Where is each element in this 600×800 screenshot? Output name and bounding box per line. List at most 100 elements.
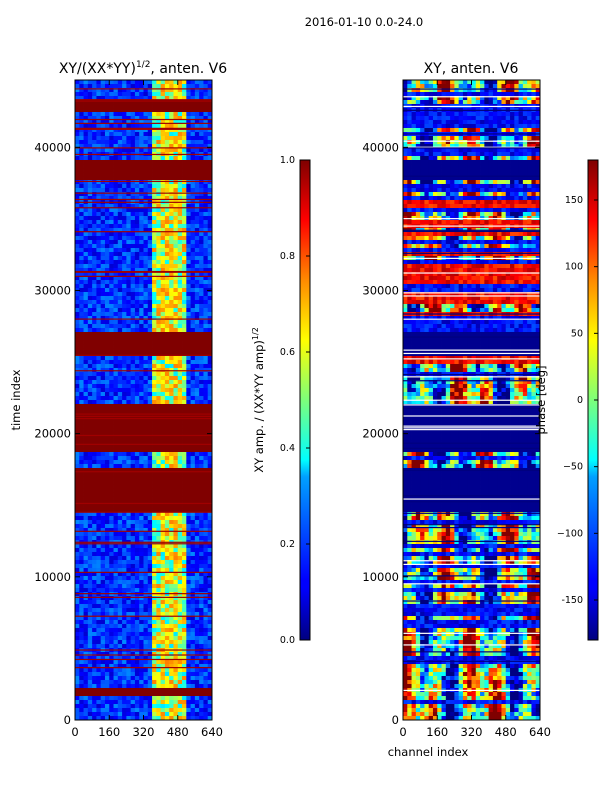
heatmap-cell	[96, 272, 102, 277]
heatmap-cell	[83, 108, 89, 113]
heatmap-cell	[92, 464, 97, 469]
heatmap-cell	[156, 404, 162, 409]
heatmap-cell	[173, 404, 179, 409]
heatmap-cell	[186, 80, 191, 85]
heatmap-cell	[92, 576, 97, 581]
heatmap-cell	[169, 656, 174, 661]
heatmap-cell	[156, 488, 162, 493]
heatmap-cell	[173, 644, 179, 649]
heatmap-cell	[87, 332, 93, 337]
heatmap-cell	[92, 476, 97, 481]
heatmap-cell	[186, 224, 191, 229]
heatmap-cell	[134, 92, 140, 97]
heatmap-cell	[190, 420, 196, 425]
heatmap-cell	[152, 228, 157, 233]
heatmap-cell	[126, 372, 132, 377]
heatmap-cell	[134, 196, 140, 201]
heatmap-cell	[126, 456, 132, 461]
heatmap-cell	[173, 624, 179, 629]
heatmap-cell	[75, 168, 80, 173]
heatmap-cell	[152, 160, 157, 165]
heatmap-cell	[109, 348, 114, 353]
heatmap-cell	[122, 388, 127, 393]
heatmap-cell	[147, 88, 153, 93]
heatmap-cell	[156, 332, 162, 337]
heatmap-cell	[79, 456, 84, 461]
heatmap-cell	[117, 116, 123, 121]
heatmap-cell	[100, 212, 106, 217]
heatmap-cell	[160, 324, 166, 329]
heatmap-cell	[182, 120, 187, 125]
heatmap-cell	[194, 216, 200, 221]
heatmap-cell	[126, 248, 132, 253]
heatmap-cell	[152, 392, 157, 397]
heatmap-cell	[126, 536, 132, 541]
heatmap-cell	[117, 100, 123, 105]
heatmap-cell	[173, 232, 179, 237]
heatmap-cell	[96, 344, 102, 349]
heatmap-cell	[177, 692, 183, 697]
heatmap-cell	[194, 636, 200, 641]
heatmap-cell	[143, 676, 149, 681]
heatmap-cell	[194, 536, 200, 541]
heatmap-cell	[152, 512, 157, 517]
heatmap-cell	[117, 120, 123, 125]
heatmap-cell	[104, 104, 110, 109]
heatmap-cell	[160, 224, 166, 229]
heatmap-cell	[169, 188, 174, 193]
heatmap-cell	[182, 544, 187, 549]
heatmap-cell	[169, 528, 174, 533]
heatmap-cell	[139, 480, 144, 485]
heatmap-cell	[113, 288, 119, 293]
heatmap-cell	[83, 492, 89, 497]
heatmap-cell	[109, 404, 114, 409]
heatmap-cell	[130, 252, 136, 257]
heatmap-cell	[79, 672, 84, 677]
heatmap-cell	[177, 580, 183, 585]
heatmap-cell	[152, 400, 157, 405]
heatmap-cell	[122, 604, 127, 609]
heatmap-cell	[104, 224, 110, 229]
heatmap-cell	[147, 300, 153, 305]
heatmap-cell	[194, 384, 200, 389]
heatmap-cell	[186, 428, 191, 433]
heatmap-cell	[182, 456, 187, 461]
heatmap-cell	[96, 188, 102, 193]
heatmap-cell	[194, 616, 200, 621]
heatmap-cell	[169, 140, 174, 145]
heatmap-cell	[147, 184, 153, 189]
heatmap-cell	[126, 436, 132, 441]
heatmap-cell	[130, 356, 136, 361]
heatmap-cell	[186, 324, 191, 329]
heatmap-cell	[164, 700, 170, 705]
heatmap-cell	[126, 264, 132, 269]
heatmap-cell	[139, 80, 144, 85]
heatmap-cell	[109, 112, 114, 117]
heatmap-cell	[87, 672, 93, 677]
heatmap-cell	[160, 328, 166, 333]
heatmap-cell	[139, 208, 144, 213]
heatmap-cell	[156, 224, 162, 229]
heatmap-cell	[113, 220, 119, 225]
heatmap-cell	[96, 148, 102, 153]
heatmap-cell	[134, 608, 140, 613]
heatmap-cell	[194, 108, 200, 113]
heatmap-cell	[152, 284, 157, 289]
heatmap-cell	[117, 256, 123, 261]
heatmap-cell	[169, 460, 174, 465]
heatmap-cell	[96, 176, 102, 181]
heatmap-cell	[100, 208, 106, 213]
heatmap-cell	[194, 248, 200, 253]
heatmap-cell	[83, 100, 89, 105]
heatmap-cell	[100, 160, 106, 165]
heatmap-cell	[160, 236, 166, 241]
heatmap-cell	[79, 516, 84, 521]
heatmap-cell	[109, 544, 114, 549]
heatmap-cell	[83, 316, 89, 321]
heatmap-cell	[79, 164, 84, 169]
heatmap-cell	[113, 524, 119, 529]
heatmap-cell	[199, 580, 204, 585]
heatmap-cell	[100, 640, 106, 645]
heatmap-cell	[203, 144, 209, 149]
heatmap-cell	[199, 160, 204, 165]
